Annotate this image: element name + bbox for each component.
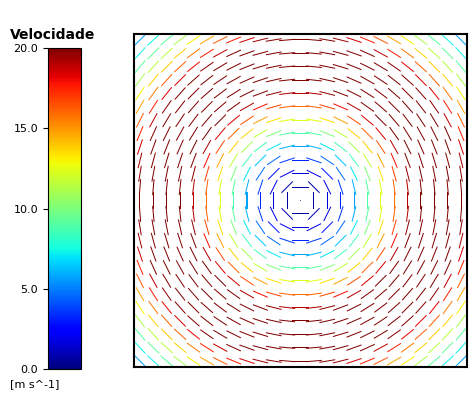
Text: Velocidade: Velocidade <box>10 28 95 42</box>
Text: [m s^-1]: [m s^-1] <box>10 379 59 389</box>
